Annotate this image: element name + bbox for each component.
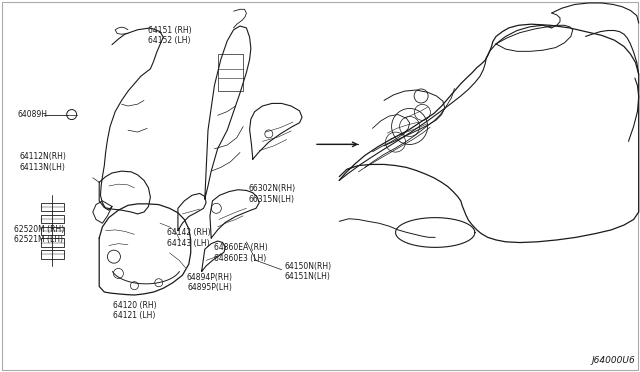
Text: 64150N(RH)
64151N(LH): 64150N(RH) 64151N(LH) [285, 262, 332, 281]
Text: 64112N(RH)
64113N(LH): 64112N(RH) 64113N(LH) [19, 152, 66, 171]
Text: 62520M (RH)
62521M (LH): 62520M (RH) 62521M (LH) [14, 225, 65, 244]
Bar [41, 215, 64, 223]
Text: 64894P(RH)
64895P(LH): 64894P(RH) 64895P(LH) [187, 273, 233, 292]
Text: 64120 (RH)
64121 (LH): 64120 (RH) 64121 (LH) [113, 301, 156, 320]
Text: 64089H: 64089H [18, 110, 48, 119]
Text: 66302N(RH)
66315N(LH): 66302N(RH) 66315N(LH) [248, 185, 296, 204]
Text: 64142 (RH)
64143 (LH): 64142 (RH) 64143 (LH) [167, 228, 211, 248]
Text: 64860EA (RH)
64860E3 (LH): 64860EA (RH) 64860E3 (LH) [214, 243, 268, 263]
Bar [218, 54, 243, 91]
Bar [41, 227, 64, 235]
Bar [41, 238, 64, 247]
Bar [41, 203, 64, 211]
Text: 64151 (RH)
64152 (LH): 64151 (RH) 64152 (LH) [148, 26, 191, 45]
Text: J64000U6: J64000U6 [591, 356, 635, 365]
Bar [41, 250, 64, 259]
